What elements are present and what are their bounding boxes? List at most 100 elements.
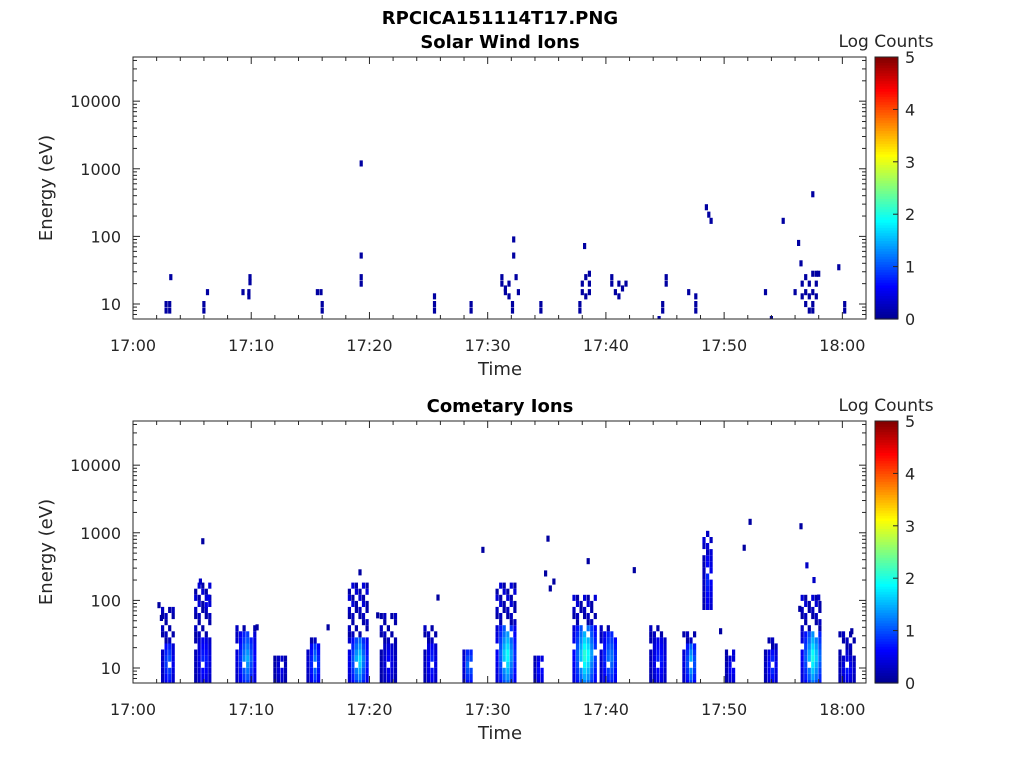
heatmap-cell bbox=[706, 555, 710, 562]
heatmap-cell bbox=[814, 667, 818, 674]
heatmap-cell bbox=[800, 673, 804, 680]
heatmap-cell bbox=[197, 613, 201, 620]
heatmap-cell bbox=[313, 667, 317, 674]
heatmap-cell bbox=[347, 655, 351, 662]
heatmap-cell bbox=[599, 625, 603, 632]
heatmap-cell bbox=[652, 631, 656, 638]
heatmap-cell bbox=[358, 606, 362, 613]
heatmap-cell bbox=[506, 661, 510, 668]
heatmap-cell bbox=[351, 600, 355, 607]
heatmap-cell bbox=[811, 289, 815, 296]
heatmap-cell bbox=[805, 562, 809, 569]
colorbar-segment bbox=[875, 510, 898, 514]
colorbar-segment bbox=[875, 651, 898, 655]
heatmap-cell bbox=[427, 643, 431, 650]
heatmap-cell bbox=[208, 680, 212, 683]
colorbar-segment bbox=[875, 80, 898, 84]
heatmap-cell bbox=[347, 637, 351, 644]
heatmap-cell bbox=[161, 625, 165, 632]
heatmap-cell bbox=[512, 252, 516, 259]
heatmap-cell bbox=[798, 605, 802, 612]
heatmap-cell bbox=[161, 606, 165, 613]
heatmap-cell bbox=[583, 649, 587, 656]
colorbar-segment bbox=[875, 565, 898, 569]
heatmap-cell bbox=[358, 673, 362, 680]
heatmap-cell bbox=[818, 625, 822, 632]
heatmap-cell bbox=[469, 307, 473, 314]
heatmap-cell bbox=[469, 673, 473, 680]
colorbar-segment bbox=[875, 538, 898, 543]
heatmap-cell bbox=[807, 280, 811, 287]
colorbar-segment bbox=[875, 125, 898, 129]
colorbar-segment bbox=[875, 208, 898, 213]
heatmap-cell bbox=[656, 680, 660, 683]
heatmap-cell bbox=[171, 606, 175, 613]
heatmap-cell bbox=[171, 673, 175, 680]
heatmap-cell bbox=[849, 673, 853, 680]
colorbar-segment bbox=[875, 148, 898, 152]
heatmap-cell bbox=[575, 680, 580, 683]
heatmap-cell bbox=[649, 625, 653, 632]
heatmap-cell bbox=[709, 591, 713, 598]
heatmap-cell bbox=[509, 649, 513, 656]
heatmap-cell bbox=[242, 667, 246, 674]
heatmap-cell bbox=[583, 613, 587, 620]
colorbar-segment bbox=[875, 156, 898, 160]
heatmap-cell bbox=[208, 613, 212, 620]
heatmap-cell bbox=[771, 637, 775, 644]
heatmap-cell bbox=[663, 649, 667, 656]
heatmap-cell bbox=[393, 673, 398, 680]
heatmap-cell bbox=[610, 631, 614, 638]
heatmap-cell bbox=[235, 661, 239, 668]
heatmap-cell bbox=[383, 619, 387, 626]
heatmap-cell bbox=[204, 613, 208, 620]
colorbar-segment bbox=[875, 190, 898, 194]
heatmap-cell bbox=[171, 649, 175, 656]
heatmap-cell bbox=[536, 673, 541, 680]
heatmap-cell bbox=[379, 661, 383, 668]
heatmap-cell bbox=[506, 594, 510, 601]
heatmap-cell bbox=[351, 655, 355, 662]
heatmap-cell bbox=[204, 655, 208, 662]
heatmap-cell bbox=[659, 661, 664, 668]
heatmap-cell bbox=[276, 673, 280, 680]
heatmap-cell bbox=[276, 655, 280, 662]
heatmap-cell bbox=[702, 585, 706, 592]
colorbar-segment bbox=[875, 604, 898, 608]
colorbar-segment bbox=[875, 253, 898, 257]
heatmap-cell bbox=[246, 667, 250, 674]
heatmap-cell bbox=[583, 631, 587, 638]
heatmap-cell bbox=[235, 655, 239, 662]
heatmap-cell bbox=[235, 631, 239, 638]
heatmap-cell bbox=[804, 667, 808, 674]
heatmap-cell bbox=[427, 649, 431, 656]
heatmap-cell bbox=[506, 680, 510, 683]
heatmap-cell bbox=[194, 613, 198, 620]
heatmap-cell bbox=[800, 649, 804, 656]
heatmap-cell bbox=[706, 561, 710, 568]
heatmap-cell bbox=[386, 673, 390, 680]
heatmap-cell bbox=[852, 637, 856, 644]
heatmap-cell bbox=[427, 667, 431, 674]
y-tick-label: 10000 bbox=[70, 456, 121, 475]
heatmap-cell bbox=[706, 591, 710, 598]
colorbar-segment bbox=[875, 143, 898, 147]
heatmap-cell bbox=[430, 625, 434, 632]
heatmap-cell bbox=[613, 667, 617, 674]
heatmap-cell bbox=[512, 236, 516, 243]
colorbar-segment bbox=[875, 140, 898, 145]
colorbar-tick-label: 5 bbox=[905, 412, 915, 431]
heatmap-cell bbox=[593, 661, 597, 668]
heatmap-cell bbox=[572, 625, 576, 632]
colorbar-segment bbox=[875, 664, 898, 668]
heatmap-cell bbox=[248, 279, 252, 286]
heatmap-cell bbox=[689, 667, 693, 674]
heatmap-cell bbox=[583, 606, 587, 613]
heatmap-cell bbox=[161, 649, 165, 656]
heatmap-cell bbox=[804, 649, 808, 656]
colorbar-segment bbox=[875, 627, 898, 632]
heatmap-cell bbox=[774, 655, 778, 662]
colorbar-segment bbox=[875, 138, 898, 142]
heatmap-cell bbox=[432, 293, 437, 300]
heatmap-cell bbox=[814, 293, 818, 300]
